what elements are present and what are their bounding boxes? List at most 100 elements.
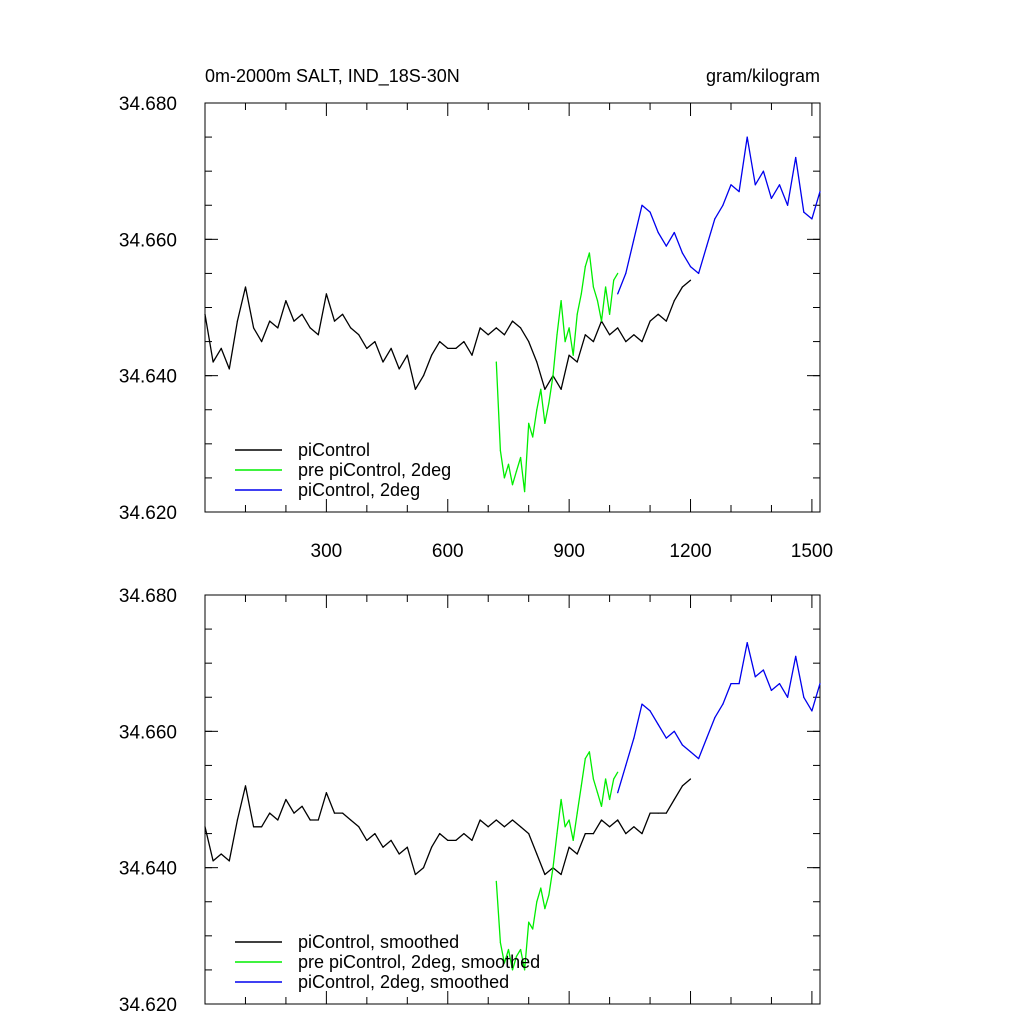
data-point (625, 272, 627, 274)
x-tick-label: 1500 (791, 541, 833, 562)
data-point (762, 669, 765, 671)
x-tick-label: 1200 (669, 541, 711, 562)
data-point (596, 300, 599, 302)
data-point (795, 156, 797, 159)
series-line-1 (204, 279, 691, 390)
data-point (204, 313, 206, 315)
data-point (689, 266, 692, 268)
y-tick-label: 34.640 (119, 859, 177, 880)
y-tick-label: 34.620 (119, 503, 177, 524)
data-point (455, 347, 457, 349)
legend-label: piControl, smoothed (298, 932, 459, 952)
data-point (414, 388, 416, 390)
data-point (568, 327, 570, 329)
data-point (447, 839, 449, 842)
series-line-3 (617, 642, 821, 793)
data-point (568, 846, 570, 848)
data-point (657, 812, 659, 814)
data-point (584, 833, 586, 835)
data-point (317, 819, 319, 821)
data-point (350, 327, 352, 329)
data-point (625, 833, 627, 835)
data-point (301, 313, 303, 315)
data-point (212, 860, 214, 862)
data-point (406, 354, 408, 356)
data-point (787, 696, 789, 698)
data-point (649, 320, 651, 322)
data-point (253, 327, 255, 329)
data-point (548, 402, 550, 404)
data-point (333, 812, 336, 814)
data-point (309, 327, 311, 329)
data-point (673, 798, 675, 801)
data-point (778, 683, 781, 685)
series-line-3 (617, 136, 821, 295)
data-point (479, 819, 481, 821)
data-point (803, 211, 805, 213)
y-tick-label: 34.620 (119, 995, 177, 1016)
data-point (495, 361, 497, 363)
data-point (617, 819, 619, 821)
data-point (366, 839, 368, 842)
data-point (600, 320, 603, 322)
data-point (350, 819, 352, 821)
data-point (431, 354, 433, 356)
data-point (600, 819, 603, 821)
data-point (689, 279, 692, 281)
data-point (325, 792, 327, 794)
data-point (609, 313, 611, 315)
data-point (617, 771, 619, 773)
data-point (592, 286, 595, 288)
y-tick-label: 34.680 (119, 94, 177, 115)
data-point (819, 191, 821, 193)
data-point (576, 853, 578, 855)
y-tick-label: 34.680 (119, 586, 177, 607)
data-point (698, 758, 700, 760)
data-point (358, 334, 360, 336)
data-point (317, 334, 319, 336)
data-point (228, 368, 230, 370)
data-point (633, 737, 635, 739)
data-point (564, 341, 566, 343)
data-point (382, 846, 384, 848)
data-point (511, 320, 514, 322)
data-point (277, 819, 279, 821)
data-point (374, 833, 376, 835)
data-point (698, 272, 700, 274)
data-point (269, 320, 271, 322)
data-point (503, 334, 505, 336)
data-point (414, 873, 416, 876)
data-point (649, 710, 651, 712)
data-point (544, 873, 546, 876)
data-point (556, 833, 558, 835)
data-point (511, 969, 514, 971)
data-point (605, 778, 607, 780)
data-point (576, 313, 578, 315)
data-point (269, 812, 271, 814)
data-point (552, 375, 554, 377)
data-point (641, 341, 643, 343)
data-point (657, 231, 659, 234)
data-point (730, 184, 732, 186)
data-point (625, 764, 627, 767)
data-point (609, 826, 611, 828)
data-point (499, 942, 501, 944)
data-point (548, 894, 550, 896)
data-point (431, 846, 433, 848)
data-point (795, 655, 797, 658)
data-point (649, 812, 651, 814)
data-point (261, 341, 263, 343)
data-point (471, 839, 473, 842)
data-point (520, 456, 522, 459)
data-point (447, 347, 449, 349)
data-point (503, 826, 505, 828)
data-point (633, 334, 635, 336)
data-point (495, 880, 497, 882)
data-point (293, 812, 295, 814)
data-point (515, 470, 518, 472)
data-point (244, 785, 247, 787)
data-point (714, 717, 716, 719)
data-point (600, 805, 603, 807)
legend-label: piControl, 2deg, smoothed (298, 972, 509, 992)
data-point (754, 184, 756, 186)
